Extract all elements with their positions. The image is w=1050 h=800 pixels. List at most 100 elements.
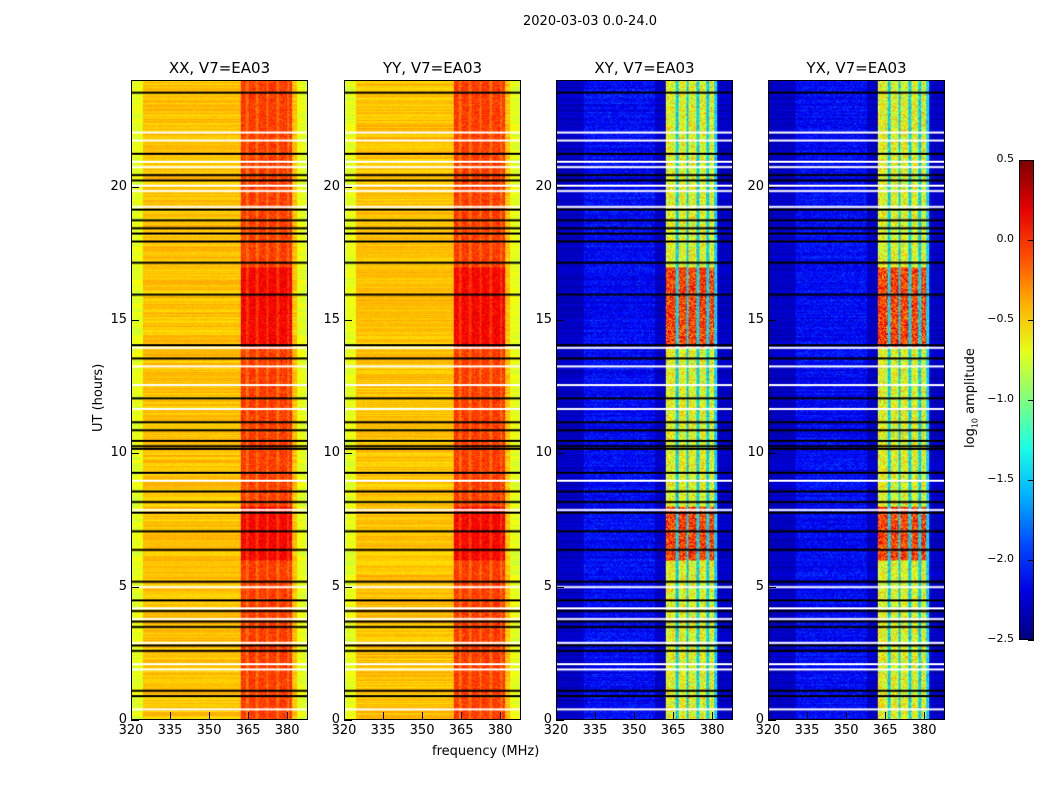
y-tick-label: 20 bbox=[747, 178, 764, 194]
y-tick-mark bbox=[131, 586, 139, 588]
y-tick-mark bbox=[556, 320, 564, 321]
heatmap-panel-3 bbox=[556, 80, 733, 720]
colorbar-tick-mark bbox=[1028, 400, 1034, 401]
colorbar-tick-label: −0.5 bbox=[987, 312, 1014, 325]
y-tick-label: 0 bbox=[543, 712, 552, 727]
x-tick-mark bbox=[634, 712, 636, 720]
x-tick-label: 320 bbox=[755, 723, 781, 738]
x-tick-mark bbox=[422, 712, 424, 720]
y-tick-mark bbox=[556, 186, 564, 188]
colorbar-tick-label: −2.0 bbox=[987, 552, 1014, 565]
x-tick-mark bbox=[885, 712, 887, 720]
y-tick-label: 5 bbox=[118, 578, 127, 594]
colorbar-tick-label: 0.0 bbox=[996, 232, 1015, 245]
colorbar-tick-mark bbox=[1028, 160, 1034, 161]
x-tick-label: 365 bbox=[448, 723, 474, 738]
y-tick-label: 15 bbox=[110, 312, 127, 327]
x-tick-label: 320 bbox=[331, 723, 357, 738]
x-tick-mark bbox=[131, 712, 132, 720]
y-tick-mark bbox=[344, 186, 352, 188]
x-tick-mark bbox=[383, 712, 385, 720]
heatmap-cells bbox=[345, 81, 520, 719]
y-tick-label: 0 bbox=[118, 712, 127, 727]
y-tick-mark bbox=[344, 720, 352, 721]
x-tick-mark bbox=[248, 712, 250, 720]
colorbar-tick-label: −1.0 bbox=[987, 392, 1014, 405]
x-tick-mark bbox=[287, 712, 289, 720]
y-tick-mark bbox=[768, 320, 776, 321]
x-tick-mark bbox=[595, 712, 597, 720]
figure-title: 2020-03-03 0.0-24.0 bbox=[523, 14, 657, 29]
x-tick-label: 350 bbox=[833, 723, 859, 738]
y-axis-label: UT (hours) bbox=[91, 363, 106, 432]
x-tick-mark bbox=[344, 712, 345, 720]
y-tick-mark bbox=[556, 586, 564, 588]
colorbar-tick-label: −1.5 bbox=[987, 472, 1014, 485]
heatmap-cells bbox=[132, 81, 307, 719]
y-tick-label: 20 bbox=[535, 178, 552, 194]
y-tick-label: 10 bbox=[535, 445, 552, 461]
x-tick-mark bbox=[807, 712, 809, 720]
colorbar-tick-mark bbox=[1028, 480, 1034, 481]
colorbar-tick-label: −2.5 bbox=[987, 632, 1014, 645]
colorbar-label: log10 amplitude bbox=[963, 348, 980, 448]
x-tick-label: 365 bbox=[872, 723, 898, 738]
panel-title: XY, V7=EA03 bbox=[594, 59, 695, 77]
x-tick-label: 365 bbox=[660, 723, 686, 738]
y-tick-label: 5 bbox=[543, 578, 552, 594]
x-tick-label: 350 bbox=[196, 723, 222, 738]
heatmap-panel-1 bbox=[131, 80, 308, 720]
y-tick-mark bbox=[768, 186, 776, 188]
panel-title: YX, V7=EA03 bbox=[806, 59, 907, 77]
y-tick-mark bbox=[556, 720, 564, 721]
colorbar-tick-label: 0.5 bbox=[996, 152, 1015, 165]
x-axis-label: frequency (MHz) bbox=[432, 744, 540, 759]
y-tick-label: 20 bbox=[110, 178, 127, 194]
y-tick-mark bbox=[768, 720, 776, 721]
x-tick-label: 335 bbox=[157, 723, 183, 738]
heatmap-cells bbox=[557, 81, 732, 719]
heatmap-panel-4 bbox=[768, 80, 945, 720]
x-tick-mark bbox=[712, 712, 714, 720]
x-tick-label: 335 bbox=[582, 723, 608, 738]
x-tick-mark bbox=[846, 712, 848, 720]
x-tick-label: 350 bbox=[409, 723, 435, 738]
x-tick-mark bbox=[209, 712, 211, 720]
x-tick-label: 380 bbox=[487, 723, 513, 738]
y-tick-label: 5 bbox=[331, 578, 340, 594]
y-tick-label: 0 bbox=[331, 712, 340, 727]
x-tick-mark bbox=[673, 712, 675, 720]
x-tick-label: 365 bbox=[235, 723, 261, 738]
y-tick-mark bbox=[556, 453, 564, 455]
y-tick-mark bbox=[131, 720, 139, 721]
x-tick-label: 380 bbox=[911, 723, 937, 738]
colorbar-tick-mark bbox=[1028, 640, 1034, 641]
y-tick-label: 10 bbox=[323, 445, 340, 461]
heatmap-cells bbox=[769, 81, 944, 719]
y-tick-label: 15 bbox=[323, 312, 340, 327]
colorbar-tick-mark bbox=[1028, 560, 1034, 561]
y-tick-label: 15 bbox=[747, 312, 764, 327]
x-tick-mark bbox=[556, 712, 557, 720]
heatmap-panel-2 bbox=[344, 80, 521, 720]
x-tick-mark bbox=[461, 712, 463, 720]
y-tick-mark bbox=[344, 586, 352, 588]
x-tick-mark bbox=[768, 712, 769, 720]
y-tick-mark bbox=[344, 320, 352, 321]
y-tick-label: 20 bbox=[323, 178, 340, 194]
y-tick-label: 10 bbox=[747, 445, 764, 461]
x-tick-label: 335 bbox=[370, 723, 396, 738]
colorbar-tick-mark bbox=[1028, 320, 1034, 321]
y-tick-label: 5 bbox=[755, 578, 764, 594]
x-tick-label: 320 bbox=[543, 723, 569, 738]
x-tick-label: 335 bbox=[794, 723, 820, 738]
x-tick-label: 350 bbox=[621, 723, 647, 738]
x-tick-label: 320 bbox=[118, 723, 144, 738]
y-tick-mark bbox=[131, 320, 139, 321]
y-tick-mark bbox=[131, 186, 139, 188]
colorbar-tick-mark bbox=[1028, 240, 1034, 241]
x-tick-mark bbox=[924, 712, 926, 720]
y-tick-mark bbox=[768, 453, 776, 455]
y-tick-label: 0 bbox=[755, 712, 764, 727]
